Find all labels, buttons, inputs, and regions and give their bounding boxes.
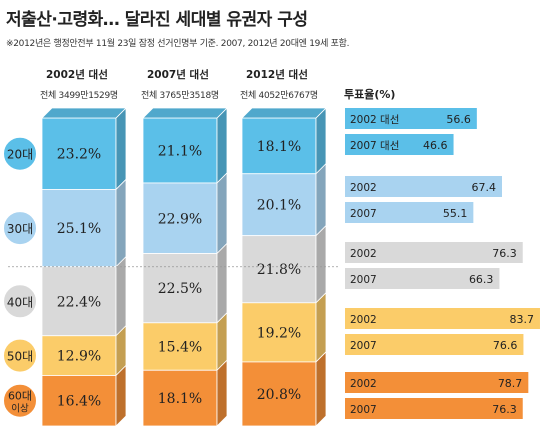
age-circle	[3, 284, 37, 319]
turnout-value-label: 78.7	[498, 377, 523, 390]
column-subtitle: 전체 3765만3518명	[141, 90, 219, 101]
column-header: 2007년 대선	[147, 68, 209, 81]
turnout-bar-label: 2007	[350, 340, 377, 352]
stack-top	[41, 107, 127, 119]
stack-segment-side	[315, 224, 327, 304]
stack-segment	[41, 117, 117, 190]
segment-value-label: 19.2%	[257, 325, 301, 341]
stack-segment-side	[115, 364, 127, 427]
turnout-bar-label: 2002	[350, 378, 377, 390]
stack-segment	[241, 302, 317, 363]
stack-segment	[142, 117, 218, 184]
turnout-value-label: 66.3	[469, 273, 494, 286]
turnout-bar-label: 2007 대선	[350, 140, 399, 152]
age-label: 60대	[8, 390, 32, 403]
segment-value-label: 23.2%	[57, 147, 101, 163]
chart-title: 저출산·고령화… 달라진 세대별 유권자 구성	[6, 10, 308, 30]
turnout-bar	[345, 134, 454, 155]
segment-value-label: 15.4%	[158, 340, 202, 356]
turnout-value-label: 46.6	[423, 139, 448, 152]
turnout-value-label: 56.6	[446, 113, 471, 126]
turnout-value-label: 76.3	[492, 247, 517, 260]
age-circle	[3, 383, 37, 418]
stack-segment-side	[115, 107, 127, 191]
stack-segment-side	[315, 162, 327, 237]
segment-value-label: 21.8%	[257, 262, 301, 278]
stack-segment	[142, 253, 218, 324]
turnout-bar-label: 2002 대선	[350, 114, 399, 126]
stack-top	[142, 107, 228, 119]
age-label: 30대	[7, 222, 33, 236]
segment-value-label: 22.4%	[57, 294, 101, 310]
stack-segment-side	[216, 242, 228, 324]
turnout-bar	[345, 242, 523, 263]
stack-segment-side	[315, 107, 327, 175]
segment-value-label: 12.9%	[57, 349, 101, 365]
segment-value-label: 21.1%	[158, 143, 202, 159]
turnout-title: 투표율(%)	[344, 88, 396, 101]
stack-segment	[142, 369, 218, 427]
segment-value-label: 16.4%	[57, 394, 101, 410]
segment-value-label: 20.8%	[257, 387, 301, 403]
stack-segment	[41, 375, 117, 427]
segment-value-label: 20.1%	[257, 198, 301, 214]
column-subtitle: 전체 3499만1529명	[40, 90, 118, 101]
column-subtitle: 전체 4052만6767명	[240, 90, 318, 101]
turnout-bar	[345, 268, 500, 289]
stack-segment-side	[216, 107, 228, 184]
turnout-value-label: 67.4	[472, 181, 497, 194]
turnout-bar	[345, 308, 540, 329]
turnout-bar	[345, 334, 524, 355]
stack-segment	[41, 266, 117, 337]
turnout-bar	[345, 176, 503, 197]
stack-segment	[41, 189, 117, 268]
stack-segment-side	[115, 255, 127, 337]
stack-segment-side	[315, 350, 327, 427]
age-label: 이상	[11, 404, 29, 415]
stack-top	[241, 107, 327, 119]
age-label: 40대	[7, 295, 33, 309]
age-circle	[3, 338, 37, 373]
turnout-bar	[345, 372, 529, 393]
turnout-value-label: 76.3	[492, 403, 517, 416]
stack-segment	[241, 361, 317, 427]
chart-note: ※2012년은 행정안전부 11월 23일 잠정 선거인명부 기준. 2007,…	[6, 39, 350, 49]
turnout-bar-label: 2002	[350, 182, 377, 194]
turnout-bar-label: 2007	[350, 274, 377, 286]
stack-segment	[142, 322, 218, 371]
segment-value-label: 22.9%	[158, 211, 202, 227]
turnout-bar-label: 2007	[350, 208, 377, 220]
turnout-bar	[345, 398, 523, 419]
turnout-value-label: 76.6	[493, 339, 518, 352]
age-circle	[3, 211, 37, 246]
age-label: 50대	[7, 350, 33, 364]
segment-value-label: 18.1%	[257, 139, 301, 155]
turnout-bar	[345, 108, 477, 129]
turnout-bar-label: 2007	[350, 404, 377, 416]
stack-segment	[241, 235, 317, 304]
segment-value-label: 18.1%	[158, 391, 202, 407]
stack-segment-side	[315, 291, 327, 363]
stack-segment-side	[216, 359, 228, 427]
stack-segment-side	[115, 178, 127, 268]
segment-value-label: 25.1%	[57, 221, 101, 237]
turnout-value-label: 83.7	[509, 313, 534, 326]
turnout-bar-label: 2002	[350, 314, 377, 326]
age-label: 20대	[7, 148, 33, 162]
column-header: 2012년 대선	[246, 68, 308, 81]
stack-segment-side	[216, 172, 228, 255]
segment-value-label: 22.5%	[158, 281, 202, 297]
column-header: 2002년 대선	[46, 68, 108, 81]
turnout-bar	[345, 202, 474, 223]
turnout-bar-label: 2002	[350, 248, 377, 260]
turnout-value-label: 55.1	[443, 207, 468, 220]
age-circle	[3, 136, 37, 171]
